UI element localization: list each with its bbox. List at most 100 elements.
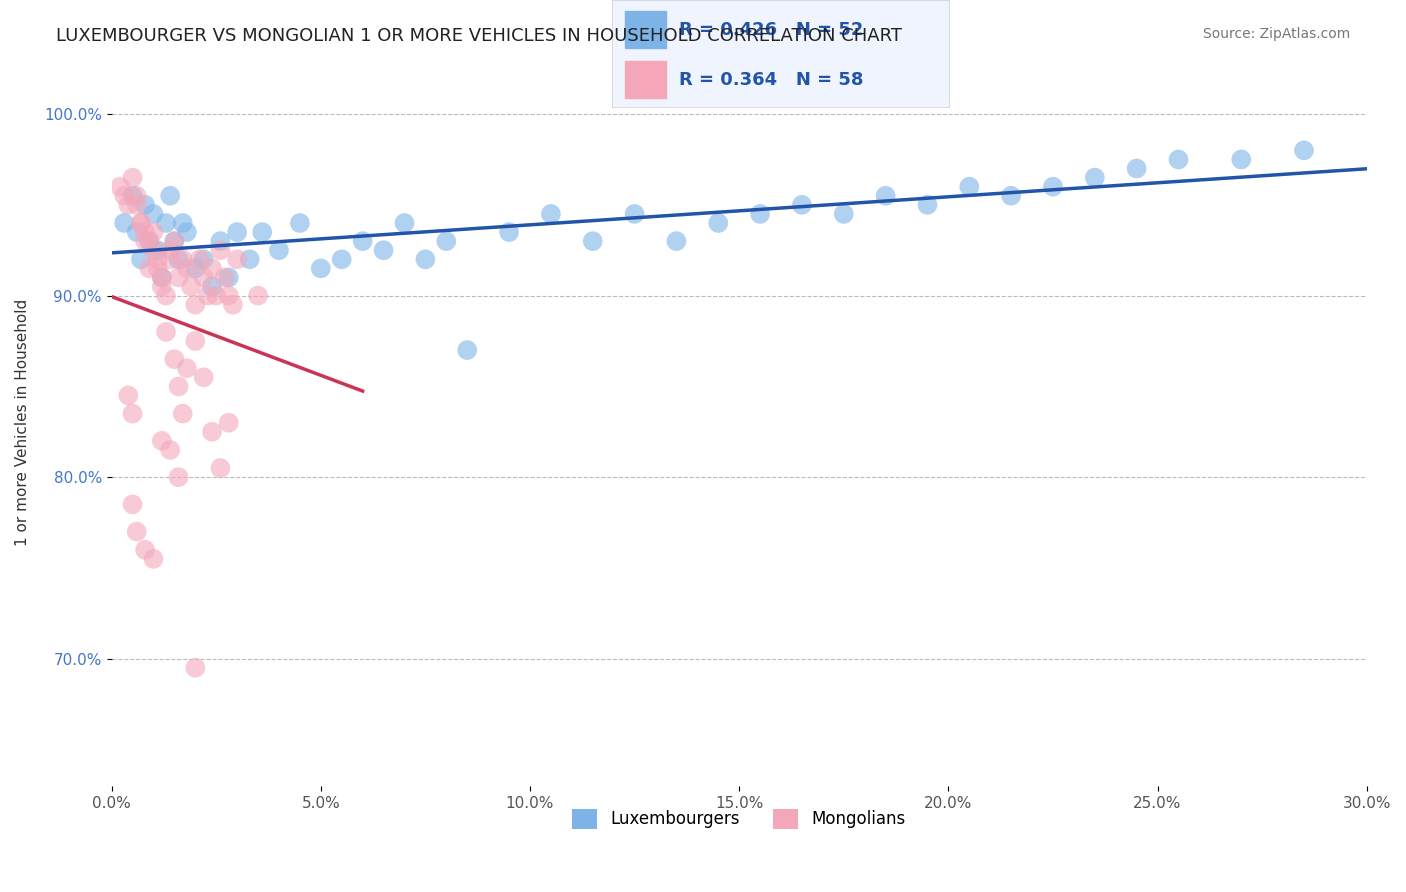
- Point: [1125, 161, 1147, 176]
- Point: [226, 225, 249, 239]
- Point: [121, 170, 143, 185]
- Point: [1084, 170, 1107, 185]
- Point: [184, 661, 207, 675]
- Point: [749, 207, 772, 221]
- Point: [218, 270, 240, 285]
- Point: [146, 244, 169, 258]
- Point: [138, 234, 160, 248]
- Point: [205, 288, 228, 302]
- Point: [193, 370, 215, 384]
- Point: [142, 225, 165, 239]
- Point: [172, 216, 194, 230]
- Point: [415, 252, 437, 267]
- Point: [163, 234, 186, 248]
- Point: [134, 542, 156, 557]
- Point: [218, 416, 240, 430]
- Point: [121, 407, 143, 421]
- Point: [146, 252, 169, 267]
- Point: [1042, 179, 1064, 194]
- Point: [209, 234, 232, 248]
- Point: [222, 298, 245, 312]
- Text: LUXEMBOURGER VS MONGOLIAN 1 OR MORE VEHICLES IN HOUSEHOLD CORRELATION CHART: LUXEMBOURGER VS MONGOLIAN 1 OR MORE VEHI…: [56, 27, 903, 45]
- Point: [159, 252, 181, 267]
- Point: [125, 524, 148, 539]
- Point: [352, 234, 374, 248]
- Point: [125, 188, 148, 202]
- Point: [155, 325, 177, 339]
- Point: [288, 216, 311, 230]
- Point: [138, 261, 160, 276]
- Point: [917, 198, 939, 212]
- Point: [201, 261, 224, 276]
- Point: [134, 198, 156, 212]
- Point: [394, 216, 416, 230]
- Point: [112, 216, 135, 230]
- Point: [172, 407, 194, 421]
- Point: [172, 252, 194, 267]
- Point: [957, 179, 980, 194]
- Point: [117, 388, 139, 402]
- Point: [167, 252, 190, 267]
- Point: [209, 244, 232, 258]
- Point: [201, 425, 224, 439]
- Point: [150, 270, 173, 285]
- Point: [201, 279, 224, 293]
- Point: [180, 279, 202, 293]
- Point: [176, 361, 198, 376]
- Point: [142, 244, 165, 258]
- Point: [142, 207, 165, 221]
- Point: [1230, 153, 1253, 167]
- Point: [226, 252, 249, 267]
- Point: [146, 261, 169, 276]
- Point: [155, 288, 177, 302]
- Point: [330, 252, 353, 267]
- Point: [252, 225, 274, 239]
- Point: [832, 207, 855, 221]
- Point: [176, 225, 198, 239]
- Point: [1292, 144, 1315, 158]
- Point: [623, 207, 645, 221]
- Point: [159, 188, 181, 202]
- Point: [188, 252, 211, 267]
- Point: [117, 198, 139, 212]
- Point: [498, 225, 520, 239]
- Point: [138, 234, 160, 248]
- Point: [707, 216, 730, 230]
- Point: [176, 261, 198, 276]
- Point: [142, 552, 165, 566]
- Point: [167, 379, 190, 393]
- Point: [167, 470, 190, 484]
- Point: [540, 207, 562, 221]
- Point: [150, 279, 173, 293]
- Point: [125, 225, 148, 239]
- Point: [582, 234, 605, 248]
- Text: R = 0.364   N = 58: R = 0.364 N = 58: [679, 71, 863, 89]
- Point: [209, 461, 232, 475]
- Point: [167, 270, 190, 285]
- Point: [239, 252, 262, 267]
- Point: [875, 188, 897, 202]
- Point: [108, 179, 131, 194]
- Point: [112, 188, 135, 202]
- FancyBboxPatch shape: [626, 11, 665, 48]
- FancyBboxPatch shape: [626, 61, 665, 98]
- Text: R = 0.426   N = 52: R = 0.426 N = 52: [679, 21, 863, 39]
- Point: [665, 234, 688, 248]
- Point: [163, 352, 186, 367]
- Point: [159, 442, 181, 457]
- Point: [193, 252, 215, 267]
- Point: [1167, 153, 1189, 167]
- Point: [163, 234, 186, 248]
- Point: [150, 434, 173, 448]
- Point: [155, 216, 177, 230]
- Point: [159, 244, 181, 258]
- Point: [790, 198, 813, 212]
- Point: [193, 270, 215, 285]
- Point: [121, 497, 143, 511]
- Legend: Luxembourgers, Mongolians: Luxembourgers, Mongolians: [565, 802, 912, 836]
- Point: [218, 288, 240, 302]
- Point: [134, 234, 156, 248]
- Text: Source: ZipAtlas.com: Source: ZipAtlas.com: [1202, 27, 1350, 41]
- Point: [121, 188, 143, 202]
- Point: [184, 298, 207, 312]
